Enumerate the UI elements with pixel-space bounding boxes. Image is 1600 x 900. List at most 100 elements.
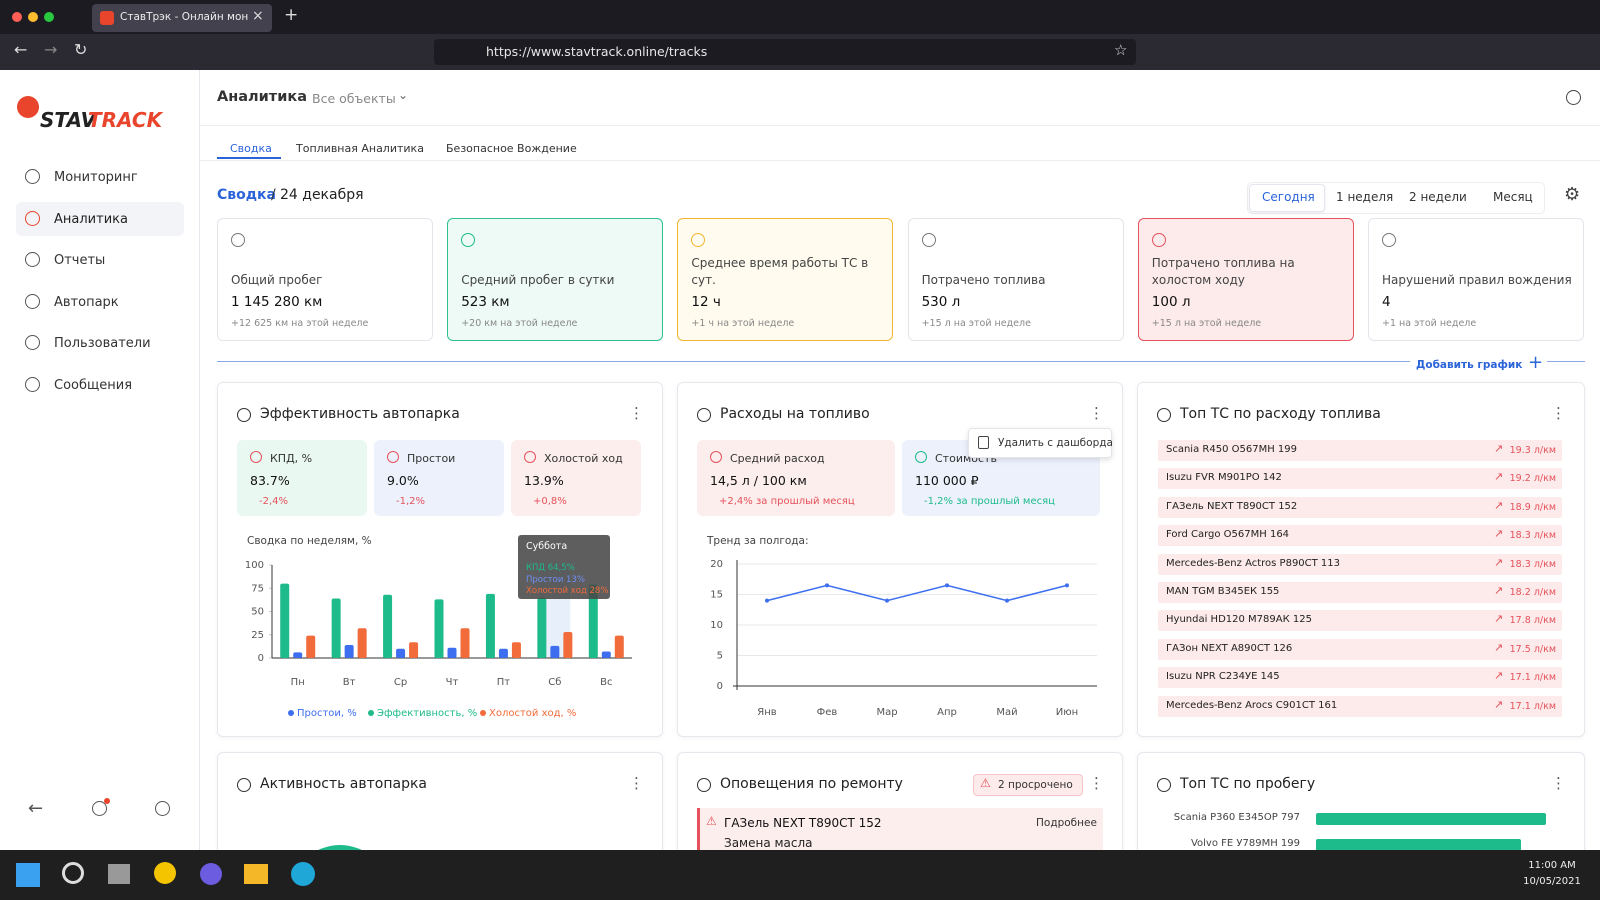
icon	[25, 210, 40, 226]
legend-marker	[480, 710, 486, 716]
stat-delta: -2,4%	[259, 496, 289, 507]
tab[interactable]: Безопасное Вождение	[446, 142, 577, 155]
popup-text[interactable]: Удалить с дашборда	[998, 437, 1113, 449]
add-chart-plus[interactable]: +	[1524, 352, 1548, 373]
task-view[interactable]	[108, 864, 130, 884]
period-option[interactable]: Месяц	[1493, 190, 1533, 204]
browser-tab[interactable]: СтавТрэк - Онлайн мониторинг ×	[92, 4, 272, 32]
divider	[200, 160, 1600, 161]
kpi-delta: +15 л на этой неделе	[921, 318, 1031, 329]
bar	[1316, 813, 1546, 825]
widget-menu[interactable]: ⋮	[1551, 774, 1566, 792]
icon[interactable]	[155, 801, 170, 816]
nav-item[interactable]: Аналитика	[54, 211, 128, 227]
bar	[357, 628, 367, 658]
widget-menu[interactable]: ⋮	[1089, 404, 1104, 422]
nav-item[interactable]: Мониторинг	[54, 170, 138, 185]
trend-icon: ↗	[1494, 442, 1504, 455]
new-tab[interactable]: +	[284, 5, 299, 25]
stat-delta: +2,4% за прошлый месяц	[719, 496, 855, 507]
object-filter[interactable]: Все объекты	[312, 91, 396, 106]
tab[interactable]: Сводка	[230, 142, 272, 155]
search-button[interactable]	[62, 862, 84, 884]
widget-title: Расходы на топливо	[720, 406, 870, 422]
widget-icon	[697, 408, 711, 422]
widget-title: Оповещения по ремонту	[720, 776, 903, 792]
browser-tabbar: СтавТрэк - Онлайн мониторинг × +	[0, 0, 1600, 34]
y-tick-label: 20	[710, 559, 723, 570]
bookmark-star[interactable]: ☆	[1114, 41, 1128, 59]
point	[1065, 583, 1069, 588]
bar-label: Volvo FE У789МН 199	[1190, 838, 1300, 849]
forward-button[interactable]: →	[44, 40, 58, 59]
reload-button[interactable]: ↻	[74, 40, 88, 59]
widget-icon	[1157, 408, 1171, 422]
repair-link[interactable]: Подробнее	[1036, 817, 1097, 829]
kpi-delta: +1 ч на этой неделе	[691, 318, 795, 329]
widget-menu[interactable]: ⋮	[629, 774, 644, 792]
favicon	[100, 11, 114, 25]
app-icon[interactable]	[200, 863, 222, 885]
badge-icon: ⚠	[980, 776, 991, 790]
chart-subtitle: Сводка по неделям, %	[247, 535, 372, 547]
sidebar-collapse[interactable]: ←	[28, 798, 44, 819]
window-maximize[interactable]	[44, 12, 54, 22]
row-name: Mercedes-Benz Actros Р890СТ 113	[1166, 557, 1341, 569]
chevron[interactable]: ⌄	[398, 88, 409, 102]
add-chart-label[interactable]: Добавить график	[1410, 359, 1529, 371]
x-tick-label: Апр	[937, 707, 957, 718]
tab-underline	[217, 157, 281, 159]
bar	[511, 642, 521, 658]
stat-icon	[524, 451, 536, 463]
row-bg	[1158, 496, 1562, 518]
kpi-label: Нарушений правил вождения	[1382, 273, 1572, 287]
x-tick-label: Янв	[757, 707, 776, 718]
trend-icon: ↗	[1494, 584, 1504, 597]
tab-close[interactable]: ×	[252, 8, 264, 24]
kpi-icon	[1382, 233, 1396, 247]
trend-icon: ↗	[1494, 640, 1504, 654]
period-option[interactable]: 2 недели	[1409, 190, 1467, 204]
widget-menu[interactable]: ⋮	[1089, 774, 1104, 792]
breadcrumb-section[interactable]: Сводка	[217, 187, 277, 203]
icon	[25, 252, 40, 268]
row-value: 18.9 л/км	[1509, 501, 1556, 513]
nav-item[interactable]: Отчеты	[54, 253, 106, 269]
widget-menu[interactable]: ⋮	[629, 404, 644, 422]
window-minimize[interactable]	[28, 12, 38, 22]
repair-item	[697, 808, 1103, 856]
kpi-icon	[461, 233, 476, 247]
chart: 0 5 10 15 20 Янв Фев Мар Апр Май Июн	[710, 559, 1097, 718]
period-option[interactable]: Сегодня	[1262, 190, 1315, 204]
url-bar[interactable]: https://www.stavtrack.online/tracks ☆	[434, 39, 1136, 65]
row-name: Isuzu FVR М901РО 142	[1166, 472, 1282, 484]
legend-marker	[368, 710, 374, 716]
widget-title: Активность автопарка	[260, 776, 428, 792]
browser-toolbar: ← → ↻ https://www.stavtrack.online/track…	[0, 34, 1600, 70]
app-icon[interactable]	[244, 864, 268, 884]
nav-item[interactable]: Сообщения	[54, 378, 133, 393]
start-button[interactable]	[16, 863, 40, 887]
nav-item[interactable]: Пользователи	[54, 336, 151, 352]
period-option[interactable]: 1 неделя	[1336, 190, 1394, 204]
settings-button[interactable]: ⚙	[1564, 184, 1581, 205]
kpi-icon	[1151, 233, 1166, 247]
row-name: ГАЗон NEXT А890СТ 126	[1166, 642, 1293, 654]
app-icon[interactable]	[291, 862, 315, 886]
y-tick-label: 15	[710, 590, 723, 601]
kpi-card: Потрачено топлива 530 л +15 л на этой неде…	[907, 218, 1124, 341]
nav-item[interactable]: Автопарк	[54, 294, 119, 310]
tab[interactable]: Топливная Аналитика	[296, 142, 424, 155]
bar-label: Scania P360 Е345ОР 797	[1173, 812, 1300, 823]
row-bg	[1158, 610, 1562, 632]
icon[interactable]	[92, 801, 107, 816]
back-button[interactable]: ←	[14, 40, 28, 59]
widget-menu[interactable]: ⋮	[1551, 404, 1566, 422]
app-icon[interactable]	[154, 862, 176, 884]
sidebar	[0, 70, 200, 850]
period-active-bg	[1249, 184, 1325, 212]
kpi-label: Средний пробег в сутки	[461, 273, 615, 287]
icon[interactable]	[1566, 90, 1581, 105]
kpi-icon	[231, 233, 245, 247]
window-close[interactable]	[12, 12, 22, 22]
